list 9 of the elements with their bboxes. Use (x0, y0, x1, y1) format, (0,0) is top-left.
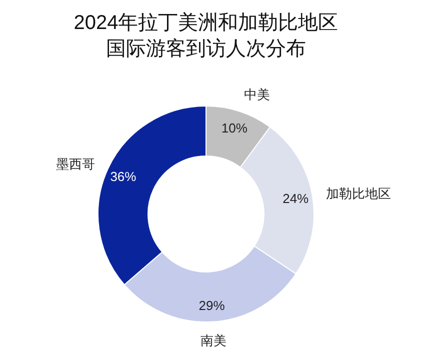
slice-label: 墨西哥 (56, 156, 96, 172)
slice-label: 南美 (200, 332, 227, 348)
data-label: 24% (282, 191, 310, 206)
data-label: 10% (221, 120, 248, 136)
data-label: 36% (110, 169, 137, 184)
slice-label: 中美 (244, 87, 270, 102)
data-label: 29% (198, 298, 226, 313)
slice-label: 加勒比地区 (326, 186, 392, 201)
chart-title: 2024年拉丁美洲和加勒比地区国际游客到访人次分布 (72, 11, 340, 62)
